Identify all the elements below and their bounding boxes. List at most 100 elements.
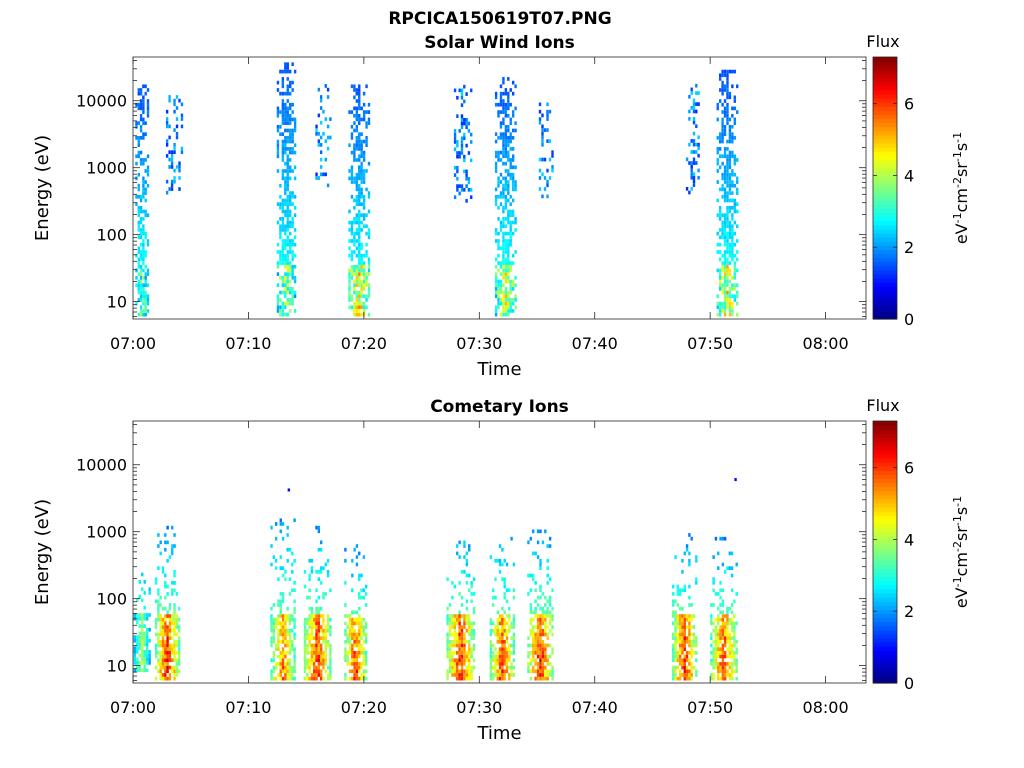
spectrogram-cell xyxy=(355,176,359,181)
spectrogram-cell xyxy=(726,69,729,74)
spectrogram-cell xyxy=(678,676,682,681)
spectrogram-cell xyxy=(504,183,508,188)
spectrogram-cell xyxy=(497,294,500,299)
spectrogram-cell xyxy=(164,662,167,666)
spectrogram-cell xyxy=(726,639,729,644)
spectrogram-cell xyxy=(303,625,307,629)
spectrogram-cell xyxy=(456,114,459,119)
colorbar-tick-label: 0 xyxy=(904,674,914,693)
colorbar-segment xyxy=(873,621,897,627)
spectrogram-cell xyxy=(317,643,321,648)
spectrogram-cell xyxy=(736,180,739,184)
spectrogram-cell xyxy=(291,169,294,173)
spectrogram-cell xyxy=(728,643,731,648)
spectrogram-cell xyxy=(358,592,361,596)
spectrogram-cell xyxy=(291,294,294,299)
spectrogram-cell xyxy=(355,636,359,640)
spectrogram-cell xyxy=(360,647,363,652)
spectrogram-cell xyxy=(146,110,150,114)
spectrogram-cell xyxy=(139,128,143,133)
spectrogram-cell xyxy=(731,217,734,221)
spectrogram-cell xyxy=(494,558,497,563)
spectrogram-cell xyxy=(171,544,174,548)
colorbar-segment xyxy=(873,314,897,320)
spectrogram-cell xyxy=(463,654,466,659)
spectrogram-cell xyxy=(503,669,506,674)
spectrogram-cell xyxy=(446,639,449,644)
colorbar-tick-label: 6 xyxy=(904,95,914,114)
spectrogram-cell xyxy=(543,157,547,162)
spectrogram-cell xyxy=(286,628,289,633)
spectrogram-cell xyxy=(726,213,729,218)
spectrogram-cell xyxy=(716,231,719,236)
spectrogram-cell xyxy=(279,312,282,317)
colorbar-segment xyxy=(873,572,897,578)
spectrogram-cell xyxy=(712,581,715,585)
spectrogram-cell xyxy=(281,301,285,306)
spectrogram-cell xyxy=(315,172,318,177)
spectrogram-cell xyxy=(497,301,500,306)
spectrogram-cell xyxy=(497,113,500,118)
spectrogram-cell xyxy=(726,669,729,674)
spectrogram-cell xyxy=(288,628,292,633)
spectrogram-cell xyxy=(175,643,179,648)
spectrogram-cell xyxy=(721,665,725,670)
spectrogram-cell xyxy=(731,198,734,203)
spectrogram-cell xyxy=(453,639,457,644)
spectrogram-cell xyxy=(456,639,459,644)
spectrogram-cell xyxy=(503,651,506,655)
spectrogram-cell xyxy=(511,287,515,291)
spectrogram-cell xyxy=(697,168,700,173)
spectrogram-cell xyxy=(494,595,497,600)
spectrogram-cell xyxy=(315,643,318,648)
spectrogram-cell xyxy=(303,643,307,648)
spectrogram-cell xyxy=(736,312,739,317)
spectrogram-cell xyxy=(348,283,351,288)
spectrogram-cell xyxy=(360,283,363,288)
colorbar-segment xyxy=(873,535,897,541)
spectrogram-cell xyxy=(695,673,698,677)
spectrogram-cell xyxy=(497,305,500,310)
spectrogram-cell xyxy=(284,577,287,582)
spectrogram-cell xyxy=(504,301,508,306)
spectrogram-cell xyxy=(348,239,351,243)
spectrogram-cell xyxy=(362,205,366,210)
spectrogram-cell xyxy=(173,544,176,548)
spectrogram-cell xyxy=(317,143,321,147)
spectrogram-cell xyxy=(514,217,517,221)
spectrogram-cell xyxy=(548,603,552,607)
spectrogram-cell xyxy=(683,665,686,670)
spectrogram-cell xyxy=(512,595,516,600)
spectrogram-cell xyxy=(138,616,141,621)
spectrogram-cell xyxy=(306,636,309,640)
spectrogram-cell xyxy=(497,136,500,140)
spectrogram-cell xyxy=(141,620,144,625)
spectrogram-cell xyxy=(286,165,289,170)
spectrogram-cell xyxy=(315,658,318,663)
spectrogram-cell xyxy=(365,253,368,258)
spectrogram-cell xyxy=(319,636,323,640)
spectrogram-cell xyxy=(731,154,734,159)
spectrogram-cell xyxy=(284,69,287,74)
spectrogram-cell xyxy=(360,180,363,184)
spectrogram-cell xyxy=(728,128,732,133)
spectrogram-cell xyxy=(728,139,732,144)
spectrogram-cell xyxy=(165,142,169,147)
spectrogram-cell xyxy=(364,662,368,666)
colorbar-segment xyxy=(873,617,897,623)
spectrogram-cell xyxy=(448,632,452,637)
spectrogram-cell xyxy=(532,551,535,556)
spectrogram-cell xyxy=(453,614,457,618)
spectrogram-cell xyxy=(355,99,359,103)
spectrogram-cell xyxy=(735,562,738,567)
spectrogram-cell xyxy=(313,614,316,618)
spectrogram-cell xyxy=(508,665,511,670)
spectrogram-cell xyxy=(286,62,289,67)
spectrogram-cell xyxy=(173,573,176,578)
spectrogram-cell xyxy=(365,224,368,229)
spectrogram-cell xyxy=(448,625,452,629)
colorbar-segment xyxy=(873,273,897,279)
spectrogram-cell xyxy=(164,665,167,670)
spectrogram-cell xyxy=(284,136,287,140)
